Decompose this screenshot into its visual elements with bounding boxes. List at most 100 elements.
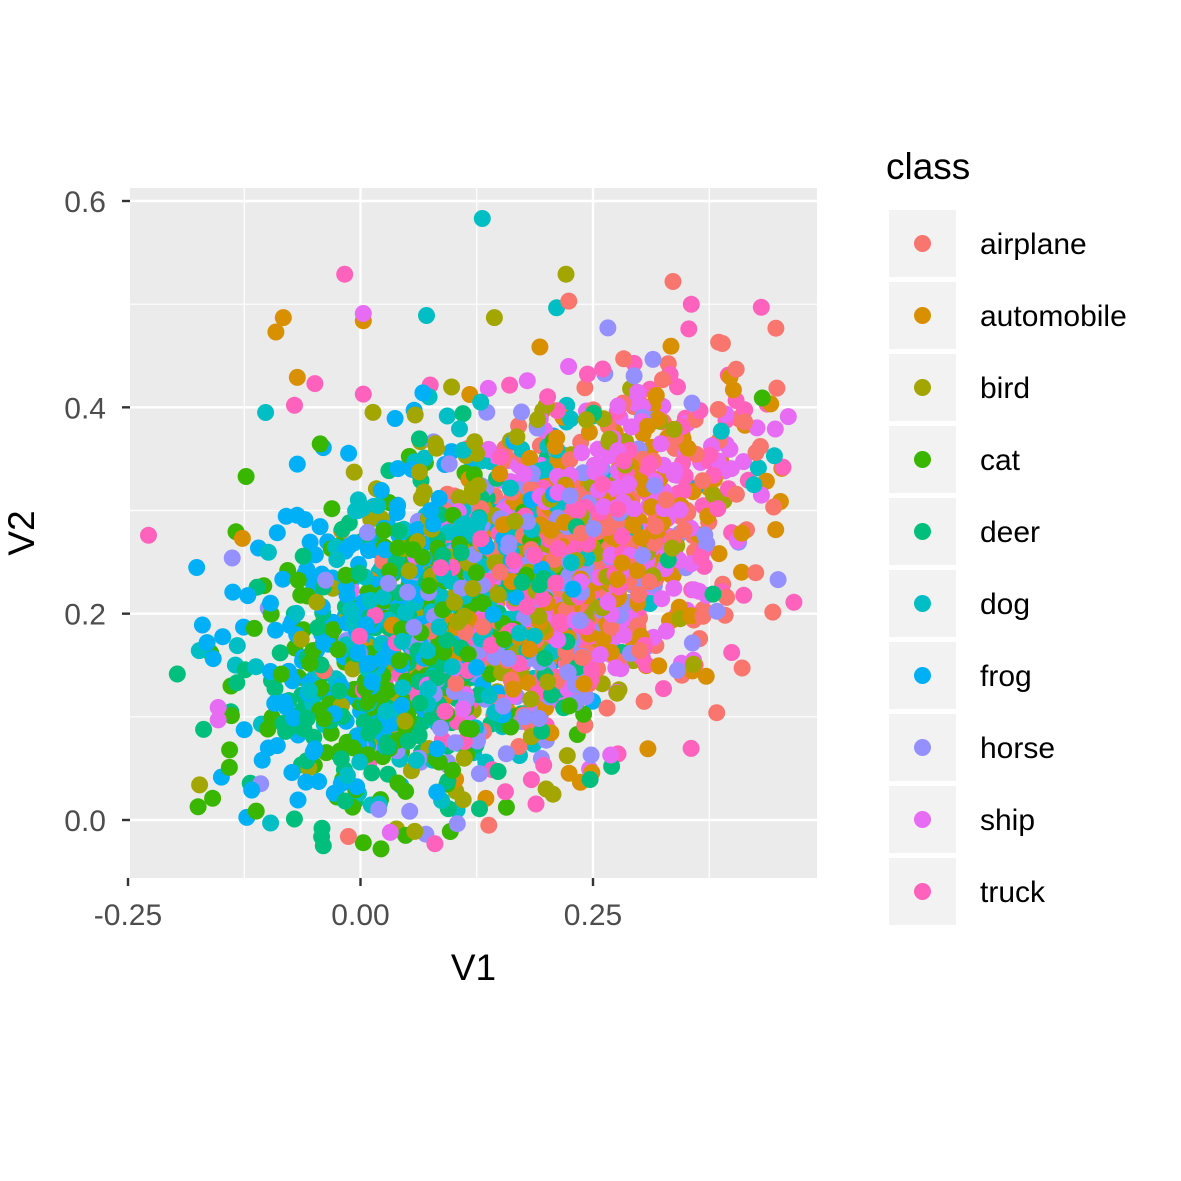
legend-label: dog bbox=[980, 588, 1030, 621]
point-airplane bbox=[602, 618, 620, 636]
legend-item-frog: frog bbox=[889, 642, 1032, 709]
point-truck bbox=[752, 298, 770, 316]
point-frog bbox=[288, 455, 306, 473]
point-bird bbox=[485, 309, 503, 327]
point-airplane bbox=[510, 738, 528, 755]
point-frog bbox=[193, 616, 211, 634]
point-dog bbox=[562, 554, 580, 572]
point-cat bbox=[495, 630, 513, 648]
point-horse bbox=[644, 350, 662, 368]
point-frog bbox=[266, 694, 284, 712]
point-bird bbox=[506, 512, 524, 530]
point-automobile bbox=[613, 554, 631, 572]
point-horse bbox=[698, 535, 716, 552]
point-airplane bbox=[718, 588, 736, 606]
point-truck bbox=[682, 739, 700, 757]
point-frog bbox=[507, 588, 525, 606]
point-bird bbox=[529, 411, 547, 428]
point-deer bbox=[336, 792, 354, 810]
point-airplane bbox=[764, 603, 782, 621]
point-cat bbox=[467, 564, 485, 582]
point-horse bbox=[494, 697, 512, 715]
point-automobile bbox=[504, 680, 522, 698]
point-automobile bbox=[542, 521, 560, 539]
point-bird bbox=[446, 593, 463, 611]
point-automobile bbox=[519, 674, 537, 691]
point-truck bbox=[579, 365, 596, 383]
point-dog bbox=[451, 420, 468, 438]
point-truck bbox=[505, 552, 523, 570]
point-cat bbox=[245, 619, 263, 637]
point-dog bbox=[351, 753, 369, 771]
x-tick-label: -0.25 bbox=[94, 899, 162, 932]
point-truck bbox=[709, 500, 727, 518]
point-dog bbox=[473, 210, 491, 227]
point-horse bbox=[561, 487, 579, 505]
point-bird bbox=[344, 660, 362, 678]
legend-key-point bbox=[914, 451, 931, 468]
point-airplane bbox=[708, 704, 726, 722]
point-truck bbox=[569, 501, 587, 519]
point-bird bbox=[396, 712, 414, 730]
point-ship bbox=[209, 711, 227, 729]
point-ship bbox=[591, 646, 609, 664]
point-airplane bbox=[635, 692, 653, 710]
point-ship bbox=[354, 305, 372, 322]
point-ship bbox=[573, 444, 590, 462]
point-dog bbox=[443, 658, 461, 676]
point-deer bbox=[271, 644, 289, 662]
point-horse bbox=[440, 455, 458, 473]
point-truck bbox=[785, 593, 803, 611]
point-automobile bbox=[575, 675, 593, 693]
point-dog bbox=[393, 632, 411, 650]
point-horse bbox=[625, 367, 643, 385]
legend-item-cat: cat bbox=[889, 426, 1021, 493]
point-cat bbox=[220, 758, 238, 776]
point-truck bbox=[436, 702, 454, 720]
point-dog bbox=[562, 410, 580, 428]
point-frog bbox=[262, 594, 279, 612]
point-dog bbox=[374, 588, 392, 606]
point-frog bbox=[310, 773, 328, 790]
point-automobile bbox=[682, 607, 700, 625]
point-frog bbox=[235, 721, 253, 739]
point-truck bbox=[472, 530, 490, 548]
legend-item-horse: horse bbox=[889, 714, 1055, 781]
point-horse bbox=[683, 634, 701, 652]
point-dog bbox=[369, 497, 387, 515]
point-cat bbox=[458, 719, 476, 737]
point-frog bbox=[301, 533, 319, 551]
point-automobile bbox=[520, 640, 538, 658]
point-deer bbox=[471, 800, 488, 818]
point-automobile bbox=[679, 439, 697, 457]
point-airplane bbox=[765, 498, 783, 516]
point-dog bbox=[438, 407, 456, 425]
point-horse bbox=[500, 534, 518, 552]
point-frog bbox=[484, 605, 502, 623]
legend-label: frog bbox=[980, 660, 1032, 693]
point-ship bbox=[657, 622, 675, 640]
x-tick-label: 0.25 bbox=[564, 899, 622, 932]
point-horse bbox=[317, 571, 335, 589]
point-frog bbox=[388, 498, 406, 515]
point-frog bbox=[188, 559, 206, 576]
point-cat bbox=[502, 718, 520, 736]
point-frog bbox=[424, 515, 442, 533]
point-bird bbox=[455, 749, 473, 767]
point-deer bbox=[333, 520, 351, 538]
point-cat bbox=[301, 654, 319, 672]
point-bird bbox=[558, 747, 576, 765]
point-truck bbox=[547, 574, 565, 592]
point-airplane bbox=[630, 586, 647, 604]
point-frog bbox=[428, 740, 446, 758]
point-bird bbox=[406, 406, 424, 424]
legend-key-point bbox=[914, 883, 931, 900]
point-airplane bbox=[733, 659, 751, 677]
point-bird bbox=[463, 481, 481, 498]
point-horse bbox=[513, 403, 530, 421]
point-horse bbox=[370, 800, 388, 818]
point-frog bbox=[409, 521, 427, 539]
point-horse bbox=[497, 745, 515, 763]
point-ship bbox=[609, 397, 627, 415]
